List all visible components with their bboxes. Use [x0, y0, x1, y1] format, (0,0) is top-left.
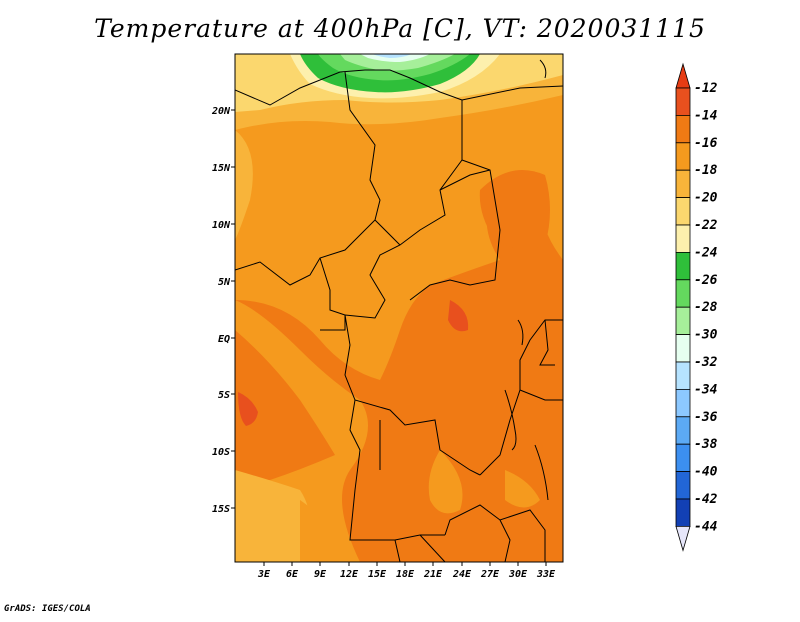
lon-label: 21E [423, 569, 443, 580]
lat-label: 20N [211, 106, 231, 117]
colorbar-swatch [675, 251, 691, 281]
colorbar-label: -16 [694, 136, 718, 151]
colorbar-swatch [675, 388, 691, 418]
colorbar-label: -26 [694, 273, 718, 288]
lat-label: EQ [218, 334, 230, 345]
lat-label: 5N [218, 277, 231, 288]
colorbar-swatch [675, 279, 691, 308]
colorbar-label: -34 [694, 382, 718, 397]
lon-label: 30E [508, 569, 528, 580]
colorbar-label: -18 [694, 163, 718, 178]
colorbar-label: -36 [694, 410, 718, 425]
lon-label: 6E [286, 569, 299, 580]
colorbar-label: -24 [694, 245, 718, 260]
colorbar-label: -38 [694, 437, 718, 452]
colorbar-swatch [675, 142, 691, 171]
lon-label: 24E [452, 569, 472, 580]
lat-label: 10S [212, 447, 230, 458]
lon-label: 3E [257, 569, 271, 580]
lat-label: 10N [212, 220, 231, 231]
temperature-field [235, 54, 563, 562]
lakes [504, 59, 549, 501]
lat-label: 15S [212, 504, 230, 515]
colorbar-swatch [675, 416, 691, 445]
colorbar-top-arrow [675, 62, 691, 89]
colorbar-swatch [675, 224, 691, 253]
lon-label: 15E [368, 569, 387, 580]
colorbar-label: -20 [694, 191, 718, 206]
colorbar-swatch [675, 306, 691, 336]
colorbar-label: -14 [694, 108, 718, 123]
colorbar-label: -22 [694, 218, 718, 233]
credit-text: GrADS: IGES/COLA [4, 604, 91, 614]
colorbar-swatch [675, 169, 691, 198]
colorbar-swatch [675, 115, 691, 144]
lon-label: 9E [314, 569, 327, 580]
colorbar-label: -12 [694, 81, 718, 96]
map-frame [234, 53, 564, 563]
colorbar-swatch [675, 334, 691, 363]
country-borders [235, 69, 563, 562]
colorbar-label: -32 [694, 355, 718, 370]
colorbar: -12 -14 -16 -18 -20 -22 -24 -26 -28 -30 -32 -34 -36 -… [675, 62, 718, 552]
colorbar-bottom-arrow [675, 526, 691, 552]
colorbar-swatch [675, 197, 691, 226]
colorbar-swatch [675, 443, 691, 473]
colorbar-label: -40 [694, 465, 718, 480]
colorbar-swatch [675, 471, 691, 500]
colorbar-label: -30 [694, 328, 718, 343]
longitude-axis: 3E 6E 9E 12E 15E 18E 21E 24E 27E 30E 33E [257, 562, 556, 580]
lat-label: 5S [218, 390, 230, 401]
lon-label: 33E [536, 569, 556, 580]
latitude-axis: 20N 15N 10N 5N EQ 5S 10S 15S [211, 106, 235, 515]
colorbar-swatch [675, 87, 691, 116]
colorbar-label: -28 [694, 300, 718, 315]
lon-label: 12E [340, 569, 359, 580]
colorbar-label: -42 [694, 492, 718, 507]
colorbar-label: -44 [694, 519, 718, 534]
colorbar-swatch [675, 498, 691, 527]
lat-label: 15N [212, 163, 231, 174]
colorbar-swatch [675, 361, 691, 390]
map-title: Temperature at 400hPa [C], VT: 202003111… [94, 14, 706, 43]
lon-label: 27E [480, 569, 500, 580]
lon-label: 18E [396, 569, 415, 580]
